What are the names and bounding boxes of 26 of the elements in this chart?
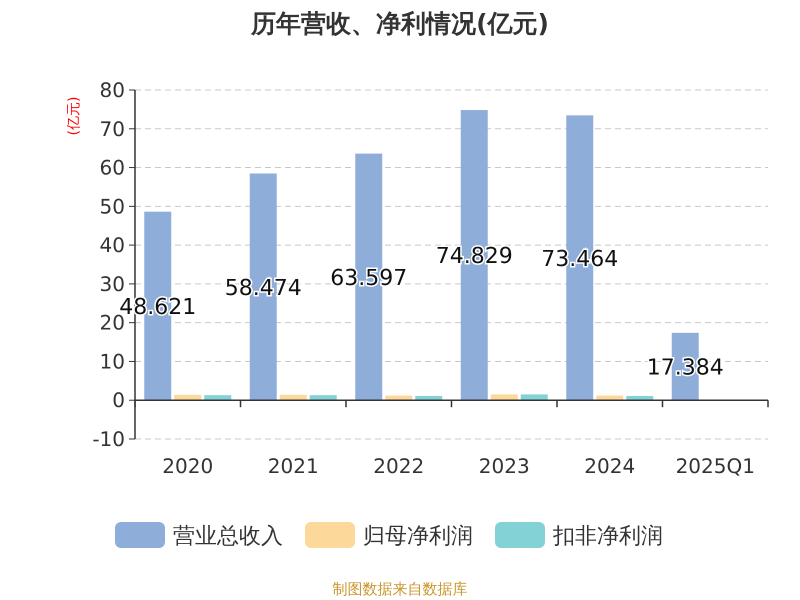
chart-title: 历年营收、净利情况(亿元) <box>250 9 549 38</box>
data-label: 58.474 <box>224 276 302 301</box>
y-tick-label: 70 <box>100 116 125 141</box>
y-tick-label: 50 <box>100 194 125 218</box>
legend-label: 归母净利润 <box>363 524 473 549</box>
data-label: 17.384 <box>646 356 724 381</box>
y-tick-label: -10 <box>92 427 125 451</box>
data-label: 74.829 <box>436 244 513 270</box>
legend-label: 扣非净利润 <box>552 524 663 549</box>
y-tick-label: 80 <box>100 78 125 102</box>
y-tick-label: 40 <box>100 233 125 258</box>
x-tick-label: 2020 <box>162 454 214 478</box>
y-tick-label: 60 <box>100 156 125 180</box>
data-label: 63.597 <box>330 266 408 291</box>
x-tick-label: 2023 <box>478 454 530 478</box>
x-tick-label: 2022 <box>373 454 424 478</box>
y-tick-label: 10 <box>100 349 125 374</box>
x-tick-label: 2024 <box>584 454 636 478</box>
y-tick-label: 30 <box>100 272 125 296</box>
x-tick-label: 2021 <box>268 454 319 478</box>
x-tick-label: 2025Q1 <box>676 454 755 478</box>
text: 制图数据来自数据库 <box>332 580 468 598</box>
legend-label: 营业总收入 <box>173 524 283 549</box>
y-tick-label: 0 <box>112 388 125 412</box>
y-axis-title: (亿元) <box>66 96 82 136</box>
data-label: 73.464 <box>541 246 618 272</box>
